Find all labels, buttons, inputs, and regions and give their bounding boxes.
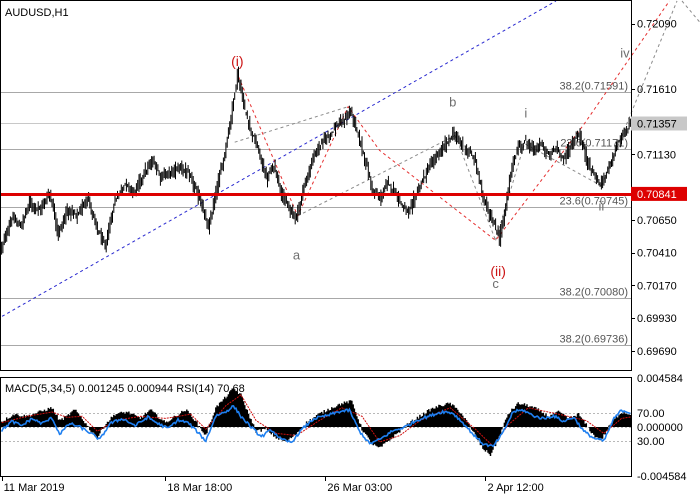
price-tick-label: 0.69690 [637,346,677,358]
time-tick-label: 11 Mar 2019 [4,482,65,494]
wave-label: iv [620,46,630,61]
support-price-badge: 0.70841 [631,186,687,201]
price-pane: 38.2(0.71591)23.6(0.71171)23.6(0.70745)3… [0,0,700,371]
current-price-badge-bg [631,116,687,131]
price-tick-label: 0.70650 [637,215,677,227]
indicator-tick-label: 70.00 [637,408,665,420]
indicator-tick-label: 0.000000 [637,422,683,434]
price-pane-frame [0,0,632,371]
current-price-badge: 0.71357 [631,116,687,131]
indicator-pane-frame [0,377,632,477]
channel-line [0,0,557,319]
indicator-tick-label: 0.004584 [637,373,683,385]
price-axis-labels: 0.72090 0.71610 0.71130 0.70650 0.70410 0.701… [631,19,677,358]
time-tick-label: 26 Mar 03:00 [327,482,392,494]
symbol-label: AUDUSD,H1 [5,7,69,19]
indicator-tick-label: -0.004584 [637,471,687,483]
indicator-pane: MACD(5,34,5) 0.001245 0.000944 RSI(14) 7… [0,373,687,483]
wave-label: ii [599,198,605,213]
price-tick-label: 0.72090 [637,19,677,31]
price-tick-label: 0.71610 [637,84,677,96]
price-tick-label: 0.69930 [637,313,677,325]
fib-level-label: 23.6(0.70745) [560,196,629,208]
wave-label: (i) [231,53,243,69]
fib-level-label: 38.2(0.69736) [560,334,629,346]
wave-label: (ii) [490,263,506,279]
grey-bc-line [454,135,497,241]
wave-label: a [293,248,301,263]
support-price-badge-bg [631,186,687,201]
fib-level-label: 38.2(0.70080) [560,287,629,299]
wave-label: c [492,276,499,291]
indicator-series [0,388,632,456]
price-tick-label: 0.70170 [637,280,677,292]
indicator-label: MACD(5,34,5) 0.001245 0.000944 RSI(14) 7… [5,383,245,395]
indicator-tick-label: 30.00 [637,436,665,448]
price-tick-label: 0.70410 [637,248,677,260]
fib-levels: 38.2(0.71591)23.6(0.71171)23.6(0.70745)3… [1,81,631,346]
price-axis: 0.72090 0.71610 0.71130 0.70650 0.70410 0.701… [631,19,687,358]
indicator-axis-labels: 0.004584 70.00 0.000000 30.00 -0.004584 [637,373,687,483]
price-tick-label: 0.71130 [637,150,676,162]
wave-label: b [449,95,456,110]
time-axis: 11 Mar 2019 18 Mar 18:00 26 Mar 03:00 2 Apr… [2,476,544,494]
wave-label: i [524,106,527,121]
macd-signal-line [1,394,631,447]
current-price-badge-label: 0.71357 [637,119,677,131]
rsi-line [0,405,631,448]
price-badges: 0.71357 0.70841 [631,116,687,201]
fib-level-label: 38.2(0.71591) [560,81,629,93]
support-price-badge-label: 0.70841 [637,189,677,201]
time-tick-label: 2 Apr 12:00 [488,482,544,494]
time-tick-label: 18 Mar 18:00 [167,482,232,494]
